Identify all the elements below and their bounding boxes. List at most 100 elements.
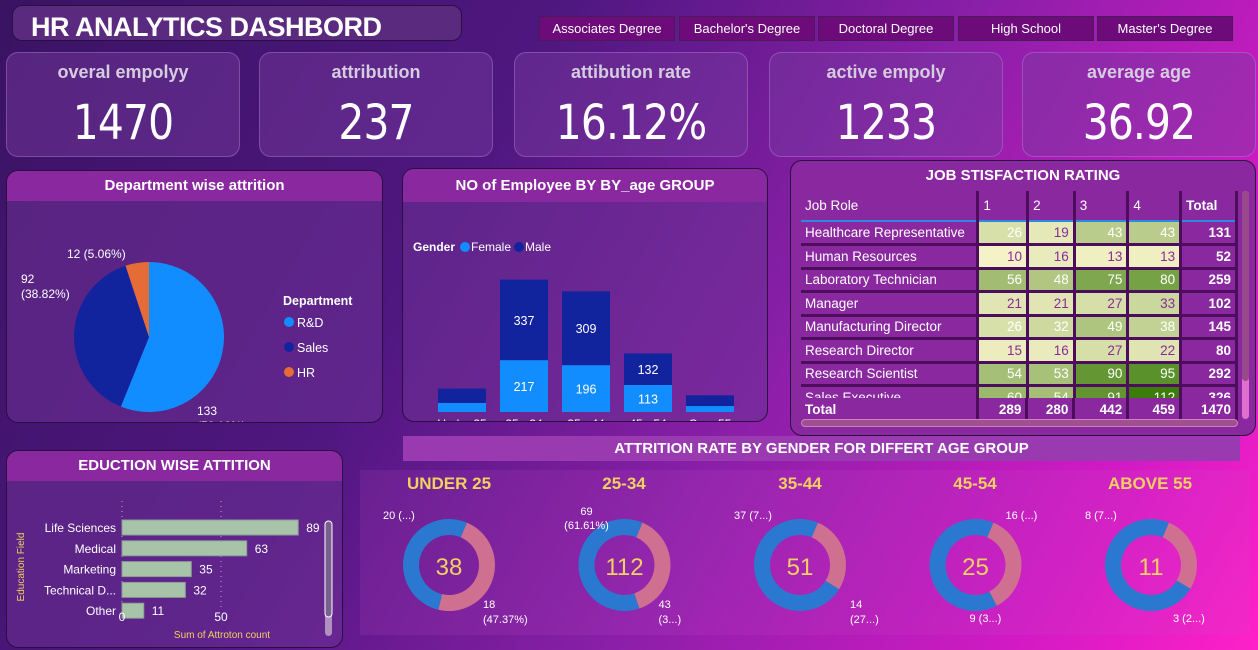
x-tick-label: 25 - 34	[505, 417, 543, 422]
job-role-cell: Laboratory Technician	[801, 268, 980, 293]
column-header[interactable]: 4	[1127, 191, 1183, 222]
bar-data-label: 11	[152, 604, 165, 618]
legend-marker	[284, 317, 294, 327]
vertical-scrollbar[interactable]	[1242, 191, 1249, 419]
donut-center-value: 11	[1139, 554, 1164, 581]
slicer-doctoral-degree[interactable]: Doctoral Degree	[818, 16, 954, 41]
bar-data-label: 89	[306, 521, 320, 535]
job-role-cell: Research Scientist	[801, 362, 980, 387]
bar-female	[686, 406, 734, 412]
chart-title: Department wise attrition	[7, 171, 382, 201]
column-header[interactable]: Job Role	[801, 191, 980, 222]
donut-title: ABOVE 55	[1107, 474, 1193, 493]
horizontal-scrollbar[interactable]	[801, 419, 1238, 427]
job-role-cell: Manufacturing Director	[801, 315, 980, 340]
bar-data-label: 196	[576, 383, 597, 397]
total-cell: 52	[1180, 244, 1238, 270]
rating-cell: 49	[1074, 315, 1130, 340]
rating-cell: 13	[1127, 244, 1183, 270]
chart-title: JOB STISFACTION RATING	[925, 167, 1121, 184]
table-row[interactable]: Healthcare Representative 26 19 43 43 131	[801, 221, 1238, 246]
column-header[interactable]: Total	[1180, 191, 1238, 222]
bar-female	[438, 402, 486, 412]
pie-data-label: (38.82%)	[21, 287, 70, 301]
bar-female	[562, 365, 610, 412]
edu-bar	[121, 561, 192, 578]
bar-data-label: 337	[514, 314, 535, 328]
donut-segment-blue	[754, 519, 840, 611]
y-axis-title: Education Field	[16, 533, 27, 602]
donut-segment-blue	[578, 519, 643, 611]
chart-title: NO of Employee BY BY_age GROUP	[403, 169, 767, 202]
edu-bar	[121, 581, 186, 598]
legend-item: HR	[297, 366, 315, 380]
column-header[interactable]: 1	[977, 191, 1030, 222]
kpi-label: active empoly	[826, 62, 946, 82]
legend-marker	[514, 242, 524, 252]
donut-data-label: 43	[659, 599, 671, 611]
donut-segment-pink	[811, 522, 846, 590]
total-cell: 259	[1180, 268, 1238, 293]
table-row[interactable]: Laboratory Technician 56 48 75 80 259	[801, 268, 1238, 293]
donut-data-label: (27...)	[850, 614, 879, 626]
rating-cell: 56	[977, 268, 1030, 293]
y-tick-label: Other	[86, 604, 116, 618]
donut-segment-blue	[929, 519, 997, 611]
rating-cell: 16	[1027, 244, 1076, 270]
job-satisfaction-card: JOB STISFACTION RATING Job Role 1 2 3 4 Total…	[790, 160, 1256, 436]
pie-data-label: 133	[197, 404, 217, 418]
donut-data-label: 3 (2...)	[1173, 613, 1205, 625]
donut-segment-pink	[634, 522, 671, 609]
rating-cell: 53	[1027, 362, 1076, 387]
donut-segment-blue	[403, 519, 467, 610]
job-role-cell: Sales Executive	[801, 385, 980, 398]
rating-cell: 54	[977, 362, 1030, 387]
bar-data-label: 113	[638, 392, 658, 406]
bar-female	[500, 360, 548, 412]
column-header[interactable]: 2	[1027, 191, 1076, 222]
education-attrition-card: EDUCTION WISE ATTITION Life Sciences 89 Me…	[6, 450, 343, 648]
table-row[interactable]: Research Director 15 16 27 22 80	[801, 338, 1238, 364]
age-group-card: NO of Employee BY BY_age GROUP Gender Fem…	[402, 168, 768, 422]
kpi-card-average-age: average age 36.92	[1022, 52, 1256, 157]
x-tick-label: 50	[214, 610, 228, 624]
x-tick-label: Under 25	[437, 417, 487, 422]
bar-data-label: 309	[576, 322, 597, 336]
rating-cell: 91	[1074, 385, 1130, 398]
rating-cell: 43	[1074, 221, 1130, 246]
rating-cell: 26	[977, 315, 1030, 340]
table-total-row: Total 289 280 442 459 1470	[801, 398, 1238, 422]
table-row[interactable]: Sales Executive 60 54 91 112 326	[801, 385, 1238, 398]
slicer-associates-degree[interactable]: Associates Degree	[539, 16, 675, 41]
donut-data-label: (3...)	[659, 614, 682, 626]
total-row: Total 289 280 442 459 1470	[801, 398, 1238, 422]
slicer-masters-degree[interactable]: Master's Degree	[1097, 16, 1233, 41]
total-cell: 280	[1026, 398, 1076, 422]
donut-segment-pink	[987, 522, 1022, 606]
slicer-high-school[interactable]: High School	[958, 16, 1094, 41]
donut-center-value: 112	[605, 554, 643, 581]
column-header[interactable]: 3	[1074, 191, 1130, 222]
total-cell: 442	[1073, 398, 1130, 422]
bar-male	[624, 353, 672, 385]
table-row[interactable]: Human Resources 10 16 13 13 52	[801, 244, 1238, 270]
total-cell: 1470	[1180, 398, 1238, 422]
table-row[interactable]: Manufacturing Director 26 32 49 38 145	[801, 315, 1238, 340]
total-cell: 289	[977, 398, 1029, 422]
donut-data-label: 8 (7...)	[1085, 510, 1117, 522]
job-role-cell: Human Resources	[801, 244, 980, 270]
scrollbar-thumb	[324, 520, 333, 618]
rating-cell: 32	[1027, 315, 1076, 340]
pie-slice-rd	[120, 262, 224, 412]
bar-data-label: 32	[193, 583, 207, 597]
table-row[interactable]: Research Scientist 54 53 90 95 292	[801, 362, 1238, 387]
pie-data-label: (56.12%)	[197, 419, 246, 423]
table-row[interactable]: Manager 21 21 27 33 102	[801, 291, 1238, 317]
education-bar-chart: Life Sciences 89 Medical 63 Marketing 35 Techn…	[16, 501, 333, 641]
donut-data-label: 20 (...)	[383, 510, 415, 522]
slicer-bachelors-degree[interactable]: Bachelor's Degree	[679, 16, 815, 41]
bar-data-label: 63	[255, 542, 269, 556]
donut-title: 45-54	[953, 474, 997, 493]
job-role-cell: Manager	[801, 291, 980, 317]
rating-cell: 112	[1127, 385, 1183, 398]
